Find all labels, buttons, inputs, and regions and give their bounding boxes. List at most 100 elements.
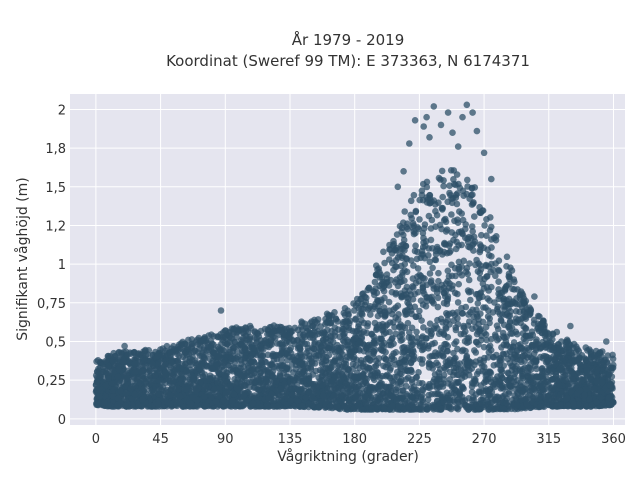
data-point [277, 385, 285, 392]
data-point [485, 349, 493, 356]
data-point [454, 299, 462, 306]
data-point [451, 355, 458, 363]
data-point [409, 296, 417, 303]
data-point [322, 335, 330, 343]
data-point [422, 303, 430, 310]
data-point [497, 316, 505, 324]
data-point [390, 266, 397, 274]
data-point [404, 399, 411, 406]
data-point [458, 304, 465, 312]
data-point [437, 176, 444, 183]
data-point [334, 341, 341, 349]
data-point [468, 388, 476, 396]
data-point [299, 368, 307, 376]
data-point [455, 389, 463, 396]
data-point [316, 403, 323, 411]
data-point [430, 300, 437, 307]
data-point [463, 361, 471, 369]
data-point [400, 241, 407, 248]
data-point [382, 356, 390, 363]
data-point [429, 264, 436, 272]
data-point [158, 352, 166, 359]
data-point [389, 319, 397, 326]
data-point [233, 402, 241, 410]
data-point [490, 354, 497, 361]
data-point [505, 295, 513, 303]
data-point [480, 343, 488, 351]
data-point [413, 328, 420, 336]
data-point [448, 195, 455, 202]
data-point [486, 319, 493, 327]
data-point [465, 311, 472, 318]
data-point [448, 211, 455, 218]
data-point [401, 277, 408, 285]
data-point [216, 370, 223, 377]
data-point [183, 386, 190, 393]
data-point [319, 382, 326, 389]
data-point [336, 333, 344, 341]
data-point [470, 247, 477, 254]
data-point [413, 255, 421, 263]
data-point [273, 352, 281, 359]
data-point [329, 359, 337, 366]
data-point [131, 390, 139, 398]
data-point [400, 231, 407, 239]
data-point [437, 315, 445, 323]
data-point [279, 341, 286, 348]
data-point [320, 328, 327, 336]
data-point [426, 258, 434, 266]
data-point [393, 398, 400, 405]
data-point [599, 348, 606, 355]
data-point [492, 272, 499, 280]
data-point [413, 387, 421, 394]
data-point [201, 334, 208, 341]
data-point [410, 353, 418, 360]
data-point [263, 378, 270, 386]
data-point [483, 273, 491, 280]
data-point [217, 331, 224, 338]
data-point [278, 356, 285, 364]
data-point [450, 236, 457, 244]
data-point [431, 256, 439, 264]
data-point [458, 310, 466, 317]
data-point [490, 362, 498, 369]
data-point [451, 311, 459, 319]
data-point [503, 350, 510, 358]
data-point [412, 313, 420, 321]
data-point [598, 379, 606, 386]
data-point [444, 361, 452, 369]
data-point [491, 383, 499, 391]
data-point [407, 338, 415, 346]
data-point [486, 227, 494, 234]
data-point [446, 396, 453, 404]
data-point [538, 344, 545, 351]
data-point [392, 349, 400, 356]
data-point [198, 378, 205, 386]
data-point [542, 395, 550, 403]
data-point [570, 400, 577, 408]
data-point [189, 340, 196, 348]
data-point [435, 369, 443, 377]
data-point [422, 341, 429, 349]
data-point [346, 317, 354, 325]
data-point [314, 316, 322, 323]
data-point [382, 348, 389, 356]
data-point [419, 398, 427, 406]
data-point [439, 193, 447, 201]
data-point [478, 231, 485, 239]
data-point [475, 406, 482, 413]
data-point [352, 328, 359, 336]
data-point [417, 404, 424, 412]
data-point [366, 357, 374, 365]
data-point [176, 399, 184, 406]
data-point [454, 320, 462, 328]
data-point [609, 351, 616, 359]
data-point [370, 338, 378, 346]
data-point [524, 369, 531, 377]
data-point [442, 218, 450, 226]
data-point [465, 276, 473, 284]
data-point [123, 374, 130, 382]
data-point [495, 335, 503, 343]
data-point [610, 361, 617, 369]
